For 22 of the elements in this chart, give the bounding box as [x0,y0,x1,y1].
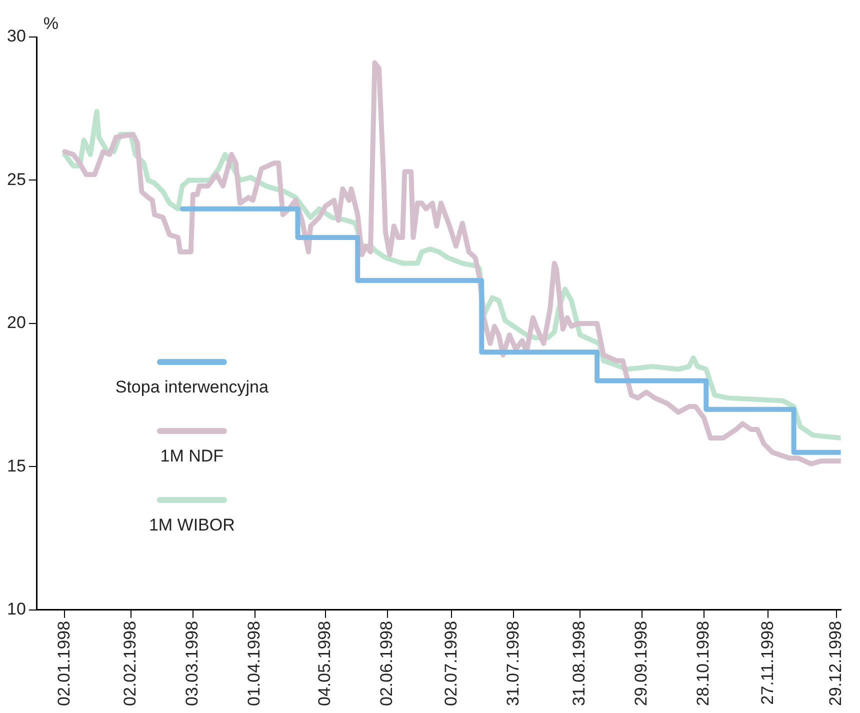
legend-label: 1M WIBOR [148,516,235,535]
x-tick-label: 02.07.1998 [441,620,460,706]
y-tick-label: 30 [6,26,26,46]
y-tick-label: 20 [6,313,26,332]
x-tick-label: 31.08.1998 [570,620,589,706]
x-tick-label: 03.03.1998 [182,620,202,706]
y-tick-label: 10 [6,600,26,619]
y-tick-label: 15 [6,456,26,476]
legend-label: 1M NDF [160,446,224,466]
x-tick-label: 27.11.1998 [758,620,777,705]
x-tick-label: 29.12.1998 [826,620,846,706]
x-tick-label: 04.05.1998 [315,620,334,706]
x-tick-label: 02.02.1998 [120,620,140,706]
x-tick-label: 28.10.1998 [694,620,713,706]
x-tick-label: 29.09.1998 [632,620,651,706]
x-tick-label: 02.06.1998 [377,620,396,706]
x-tick-label: 01.04.1998 [244,620,264,706]
legend-label: Stopa interwencyjna [115,378,269,397]
y-axis-title: % [43,14,58,34]
x-tick-label: 31.07.1998 [503,620,522,706]
x-tick-label: 02.01.1998 [54,620,74,706]
y-tick-label: 25 [6,170,26,189]
